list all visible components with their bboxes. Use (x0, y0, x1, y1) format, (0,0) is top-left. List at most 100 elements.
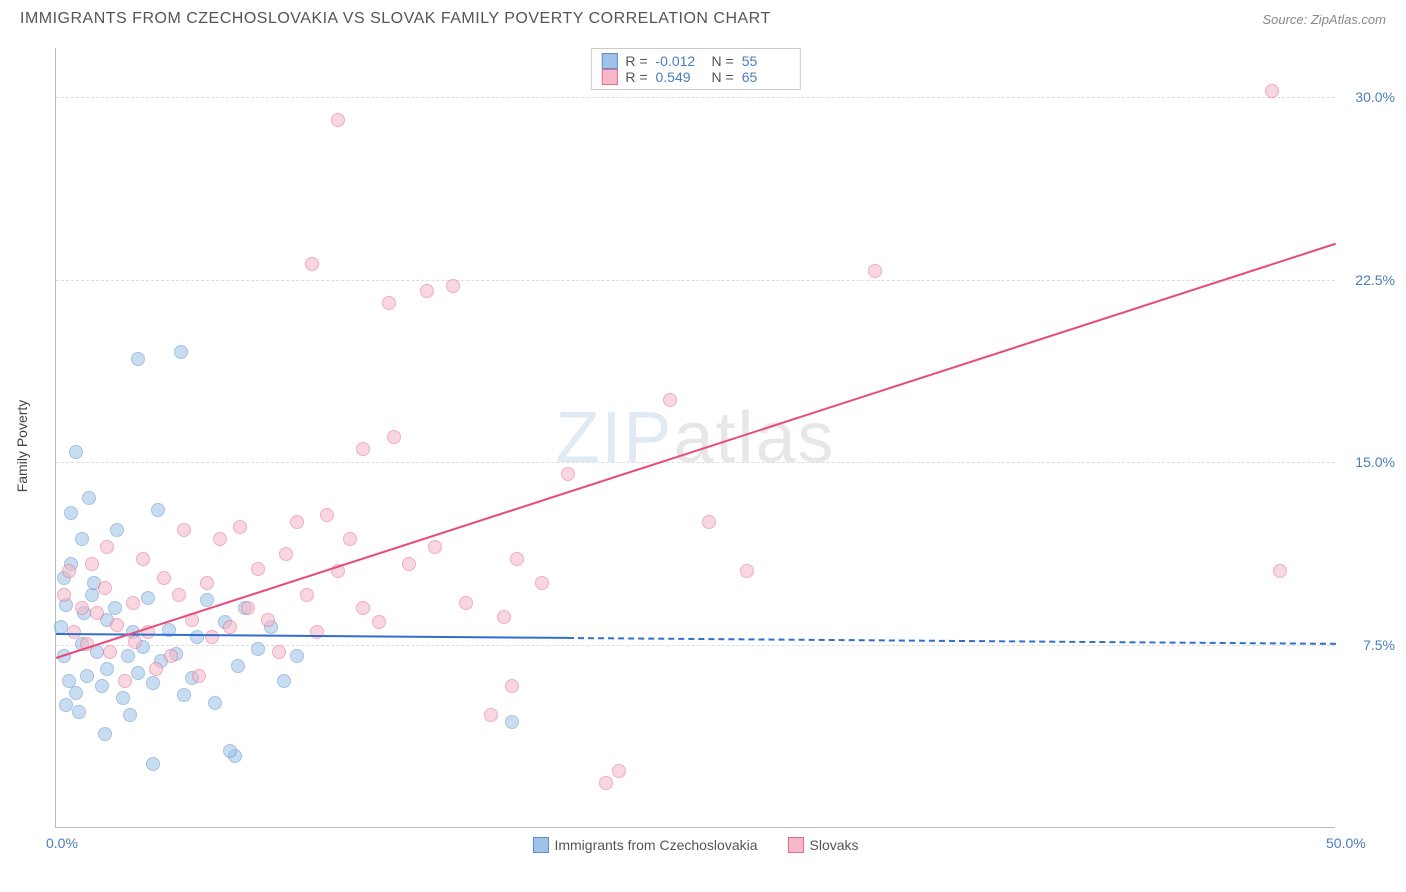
data-point (72, 705, 86, 719)
data-point (123, 708, 137, 722)
legend-swatch (601, 53, 617, 69)
data-point (59, 698, 73, 712)
data-point (510, 552, 524, 566)
data-point (121, 649, 135, 663)
data-point (177, 688, 191, 702)
data-point (223, 744, 237, 758)
data-point (90, 606, 104, 620)
data-point (128, 635, 142, 649)
data-point (213, 532, 227, 546)
data-point (118, 674, 132, 688)
source-credit: Source: ZipAtlas.com (1262, 12, 1386, 27)
legend-item: Immigrants from Czechoslovakia (532, 837, 757, 853)
data-point (290, 515, 304, 529)
data-point (146, 676, 160, 690)
data-point (484, 708, 498, 722)
data-point (1265, 84, 1279, 98)
data-point (1273, 564, 1287, 578)
data-point (64, 506, 78, 520)
stat-r-value: -0.012 (656, 53, 704, 69)
data-point (305, 257, 319, 271)
data-point (663, 393, 677, 407)
data-point (164, 649, 178, 663)
data-point (131, 352, 145, 366)
data-point (157, 571, 171, 585)
data-point (387, 430, 401, 444)
data-point (241, 601, 255, 615)
data-point (116, 691, 130, 705)
y-tick-label: 30.0% (1355, 89, 1395, 105)
data-point (174, 345, 188, 359)
data-point (85, 588, 99, 602)
data-point (356, 442, 370, 456)
data-point (136, 552, 150, 566)
data-point (279, 547, 293, 561)
data-point (535, 576, 549, 590)
data-point (290, 649, 304, 663)
data-point (428, 540, 442, 554)
data-point (251, 562, 265, 576)
scatter-chart: ZIPatlas R =-0.012N =55R =0.549N =65 Imm… (55, 48, 1335, 828)
data-point (505, 679, 519, 693)
gridline (56, 462, 1335, 463)
data-point (599, 776, 613, 790)
data-point (300, 588, 314, 602)
data-point (177, 523, 191, 537)
data-point (98, 727, 112, 741)
data-point (75, 532, 89, 546)
trend-line (56, 243, 1337, 659)
gridline (56, 645, 1335, 646)
data-point (75, 601, 89, 615)
data-point (95, 679, 109, 693)
data-point (151, 503, 165, 517)
data-point (740, 564, 754, 578)
data-point (192, 669, 206, 683)
data-point (561, 467, 575, 481)
data-point (702, 515, 716, 529)
legend-swatch (532, 837, 548, 853)
data-point (57, 588, 71, 602)
stat-n-label: N = (712, 69, 734, 85)
y-tick-label: 22.5% (1355, 272, 1395, 288)
data-point (149, 662, 163, 676)
gridline (56, 280, 1335, 281)
data-point (343, 532, 357, 546)
stat-r-label: R = (625, 53, 647, 69)
data-point (126, 596, 140, 610)
data-point (69, 686, 83, 700)
series-legend: Immigrants from Czechoslovakia Slovaks (532, 837, 858, 853)
data-point (110, 618, 124, 632)
stat-r-label: R = (625, 69, 647, 85)
data-point (80, 669, 94, 683)
x-tick-label: 0.0% (46, 835, 78, 851)
data-point (103, 645, 117, 659)
data-point (320, 508, 334, 522)
data-point (190, 630, 204, 644)
correlation-legend: R =-0.012N =55R =0.549N =65 (590, 48, 800, 90)
legend-swatch (788, 837, 804, 853)
data-point (100, 662, 114, 676)
legend-stat-row: R =-0.012N =55 (601, 53, 789, 69)
legend-item: Slovaks (788, 837, 859, 853)
stat-n-value: 55 (742, 53, 790, 69)
data-point (223, 620, 237, 634)
data-point (100, 540, 114, 554)
data-point (459, 596, 473, 610)
gridline (56, 97, 1335, 98)
legend-swatch (601, 69, 617, 85)
data-point (497, 610, 511, 624)
data-point (85, 557, 99, 571)
data-point (261, 613, 275, 627)
data-point (272, 645, 286, 659)
data-point (141, 591, 155, 605)
data-point (110, 523, 124, 537)
data-point (402, 557, 416, 571)
data-point (356, 601, 370, 615)
stat-n-value: 65 (742, 69, 790, 85)
watermark: ZIPatlas (555, 397, 835, 479)
data-point (505, 715, 519, 729)
data-point (108, 601, 122, 615)
data-point (233, 520, 247, 534)
data-point (69, 445, 83, 459)
y-tick-label: 7.5% (1363, 637, 1395, 653)
